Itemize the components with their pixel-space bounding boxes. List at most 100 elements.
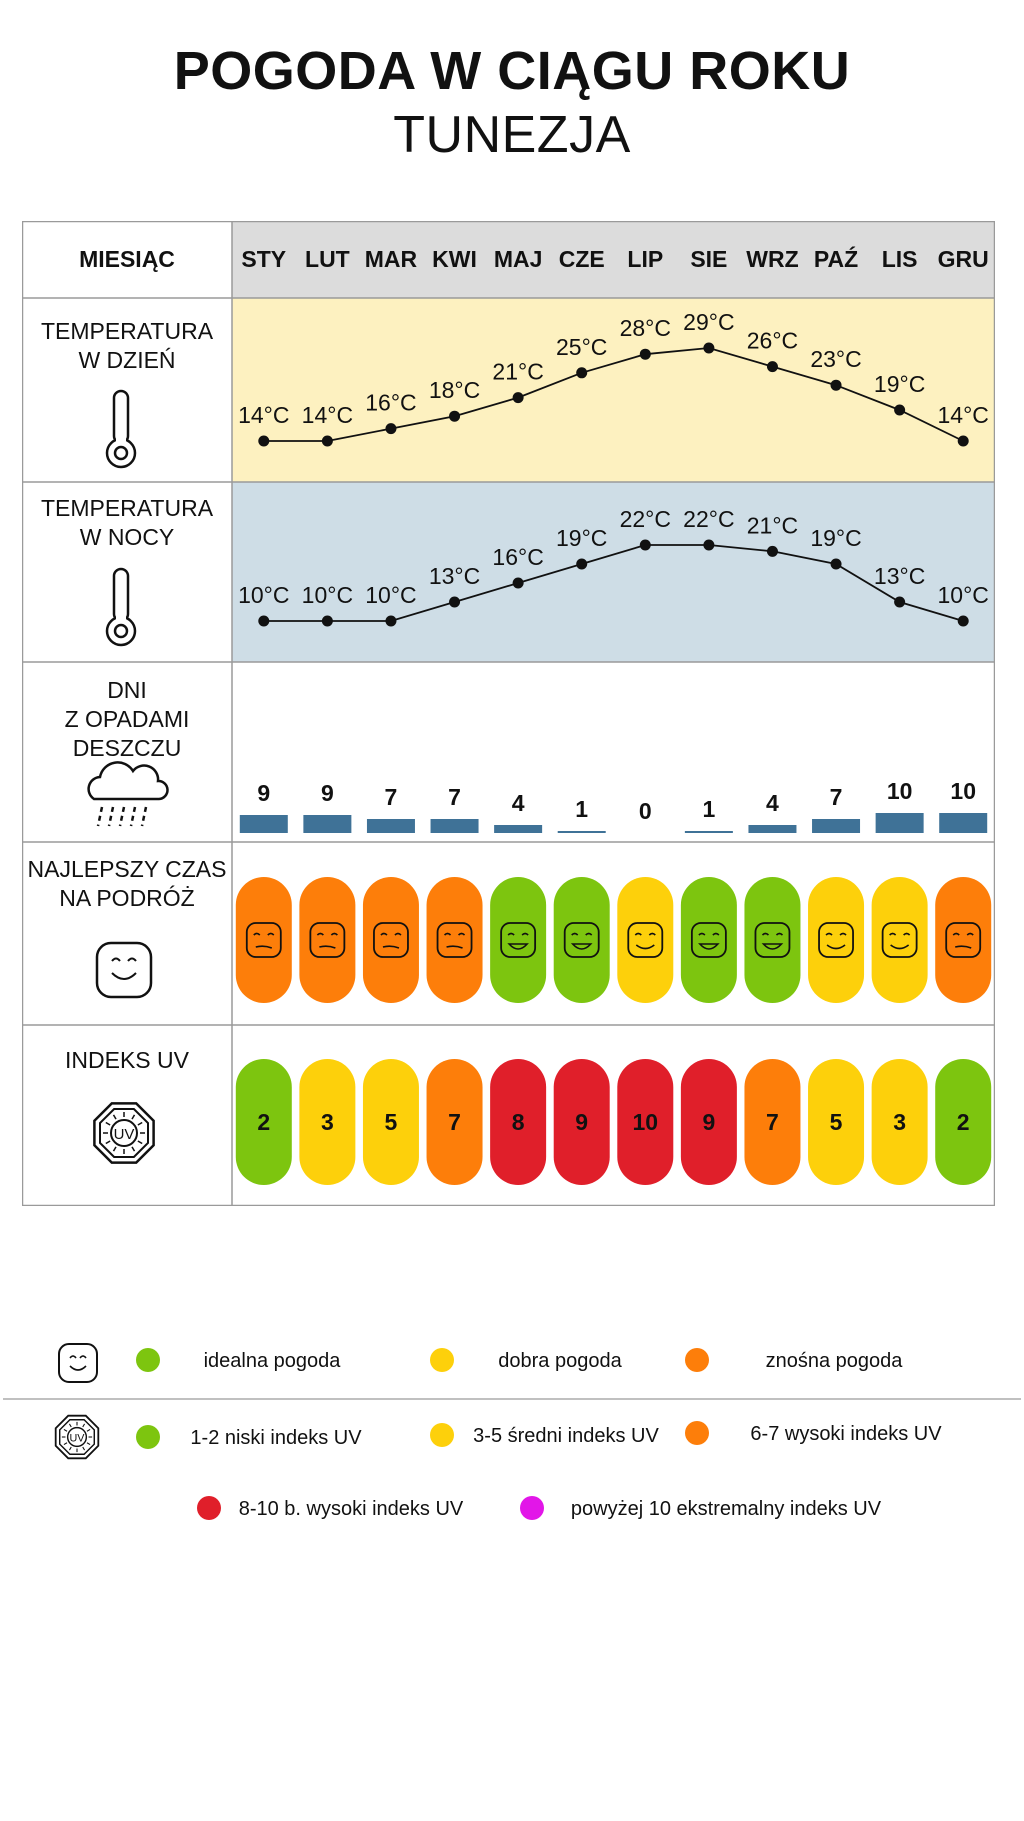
month-label: WRZ: [746, 246, 798, 272]
face-icon: [436, 922, 473, 958]
legend-dot: [430, 1423, 454, 1447]
face-eyes: [889, 932, 911, 936]
face-eyes: [761, 932, 784, 936]
face-mouth: [446, 945, 463, 949]
smile-icon: [95, 941, 153, 999]
uv-pill: [362, 1059, 419, 1185]
rain-label: DNI: [107, 677, 147, 703]
day-temp-value: 14°C: [302, 402, 353, 428]
rain-bar: [812, 819, 861, 833]
uv-pills: 2 3 5 7 8 9 10 9 7 5 3 2: [235, 1059, 992, 1185]
best-time-pill: [553, 877, 610, 1003]
face-eyes: [698, 932, 720, 936]
uv-text: UV: [114, 1126, 135, 1143]
uv-ray: [112, 1146, 117, 1152]
face-mouth: [507, 943, 529, 950]
face-mouth: [382, 945, 400, 949]
uv-pill: [617, 1059, 674, 1185]
uv-pill: [871, 1059, 928, 1185]
rain-label: Z OPADAMI: [65, 706, 190, 732]
day-temp-label: TEMPERATURA: [41, 318, 214, 344]
face-eyes: [952, 932, 974, 936]
thermometer-icon: [105, 567, 137, 647]
uv-octagon-inner: [99, 1108, 149, 1158]
night-temp-point: [894, 596, 906, 608]
legend-smile-features: [69, 1355, 87, 1371]
rain-bars: 9 9 7 7 4 1 0 1 4 7 10 10: [239, 778, 988, 833]
rain-bar: [494, 825, 543, 833]
day-temp-value: 25°C: [556, 334, 607, 360]
night-temp-point: [449, 596, 461, 608]
best-time-pill: [426, 877, 483, 1003]
table-border: [22, 221, 995, 1206]
face-icon: [245, 922, 282, 958]
night-temp-line: [263, 544, 964, 622]
rain-value: 4: [766, 790, 779, 816]
thermo-join: [116, 435, 126, 445]
best-time-pill: [935, 877, 992, 1003]
face-icon: [373, 922, 409, 958]
day-temp-value: 18°C: [429, 377, 480, 403]
month-label: GRU: [938, 246, 989, 272]
day-temp-point: [258, 435, 270, 447]
uv-value: 2: [957, 1109, 970, 1135]
face-outline: [436, 922, 473, 958]
month-label: PAŹ: [814, 245, 858, 272]
best-time-label: NA PODRÓŻ: [59, 885, 194, 911]
uv-ray: [82, 1423, 86, 1428]
uv-ray: [131, 1146, 136, 1152]
uv-ray: [68, 1446, 72, 1451]
night-temp-value: 19°C: [810, 525, 861, 551]
uv-ray: [137, 1140, 143, 1145]
night-temp-label: W NOCY: [80, 524, 175, 550]
uv-pill: [935, 1059, 992, 1185]
uv-pill: [744, 1059, 801, 1185]
day-temp-point: [830, 379, 842, 391]
uv-pill: [235, 1059, 292, 1185]
uv-value: 7: [448, 1109, 461, 1135]
day-temp-value: 29°C: [683, 309, 734, 335]
best-time-pill: [362, 877, 419, 1003]
best-time-pill: [490, 877, 547, 1003]
face-outline: [563, 922, 600, 958]
face-icon: [754, 922, 791, 958]
legend-smile-icon: [58, 1343, 98, 1383]
face-icon: [690, 922, 727, 958]
thermo-core: [113, 445, 129, 461]
legend-label: powyżej 10 ekstremalny indeks UV: [571, 1498, 882, 1520]
night-temp-point: [639, 539, 651, 551]
rain-bar: [303, 815, 352, 833]
legend-label: 1-2 niski indeks UV: [190, 1427, 362, 1449]
uv-ray: [68, 1423, 72, 1428]
face-outline: [881, 922, 918, 958]
rain-value: 9: [321, 780, 334, 806]
day-temp: 14°C 14°C 16°C 18°C 21°C 25°C 28°C 29°C 26°C 23°C…: [238, 309, 989, 447]
uv-value: 10: [632, 1109, 658, 1135]
page-subtitle: TUNEZJA: [393, 106, 631, 164]
uv-ray: [63, 1442, 68, 1446]
rain-drop: [129, 806, 137, 827]
face-mouth: [890, 944, 910, 950]
rain-value: 1: [575, 796, 588, 822]
rain-value: 7: [448, 784, 461, 810]
uv-ray: [131, 1114, 136, 1120]
day-temp-point: [385, 423, 397, 435]
uv-ray: [63, 1428, 68, 1432]
best-time-pill: [871, 877, 928, 1003]
thermometer-icon: [105, 389, 137, 469]
legend-label: dobra pogoda: [498, 1350, 622, 1372]
uv-value: 2: [257, 1109, 270, 1135]
uv-pill: [299, 1059, 356, 1185]
uv-sun: [66, 1426, 88, 1448]
best-time-pill: [744, 877, 801, 1003]
best-time-pills: [235, 877, 992, 1003]
night-temp-point: [321, 615, 333, 627]
legend-label: 6-7 wysoki indeks UV: [750, 1423, 942, 1445]
uv-octagon-outer: [54, 1414, 100, 1460]
night-temp-bg: [232, 482, 995, 662]
day-temp-value: 16°C: [365, 390, 416, 416]
month-label: STY: [241, 246, 286, 272]
face-icon: [309, 922, 346, 958]
face-outline: [627, 922, 664, 958]
legend-smile-face: [58, 1343, 98, 1383]
